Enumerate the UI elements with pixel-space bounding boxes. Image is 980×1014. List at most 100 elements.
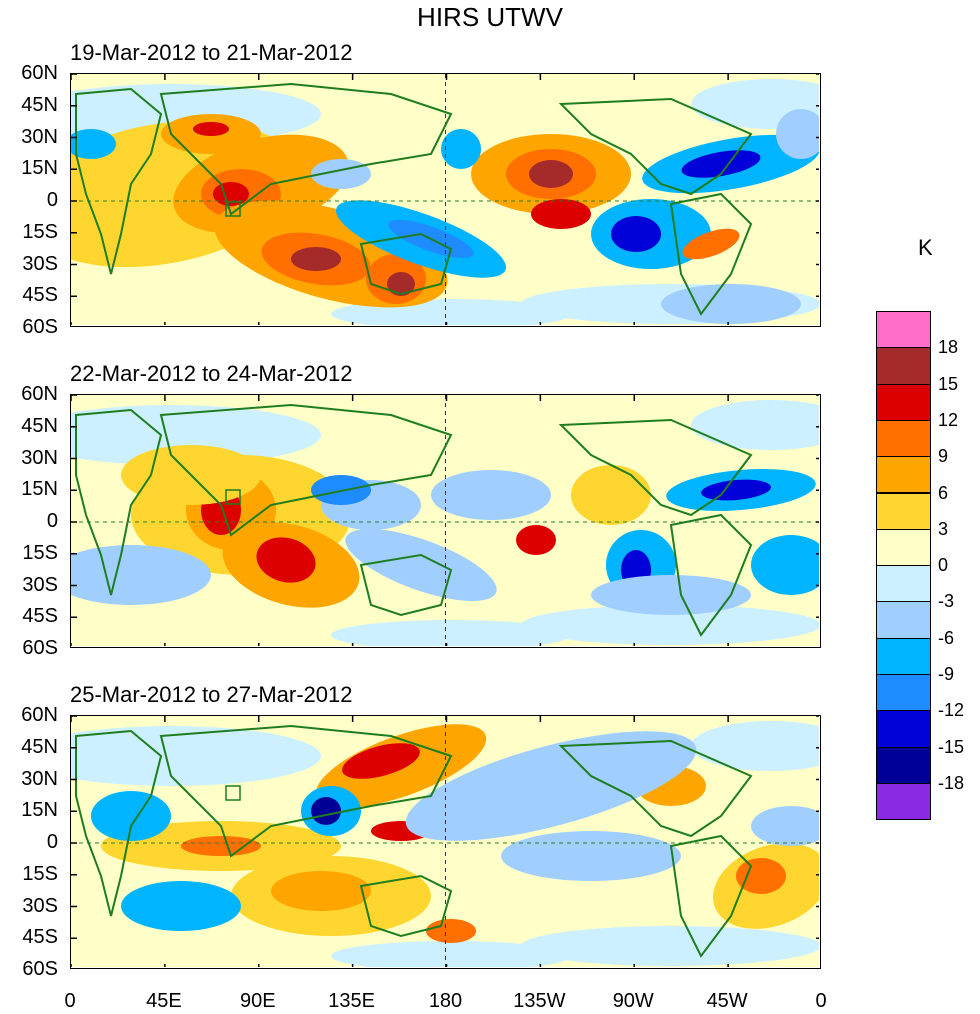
anomaly-contour xyxy=(571,465,651,525)
lat-label: 30N xyxy=(21,125,58,148)
anomaly-contour xyxy=(776,109,819,159)
coastline xyxy=(669,513,753,637)
anomaly-contour xyxy=(121,881,241,931)
anomaly-contour xyxy=(701,479,771,501)
lat-label: 45N xyxy=(21,414,58,437)
anomaly-contour xyxy=(736,858,786,894)
anomaly-contour xyxy=(311,797,341,825)
lon-label: 180 xyxy=(428,990,463,1012)
anomaly-contour xyxy=(431,470,551,520)
colorbar-level-label: 9 xyxy=(938,446,949,467)
colorbar-swatch xyxy=(876,710,931,748)
anomaly-contour xyxy=(426,919,476,943)
lat-label: 0 xyxy=(46,831,58,853)
anomaly-contour xyxy=(661,284,801,324)
anomaly-contour xyxy=(256,537,316,583)
map-panel-2 xyxy=(70,394,821,648)
lat-label: 30S xyxy=(22,894,58,917)
colorbar-level-label: 15 xyxy=(938,373,959,394)
anomaly-contour xyxy=(345,528,497,602)
colorbar-swatch xyxy=(876,637,931,675)
coastline xyxy=(75,408,163,596)
coastline xyxy=(159,724,453,858)
colorbar-swatch xyxy=(876,419,931,458)
colorbar-level-label: 12 xyxy=(938,409,959,430)
lat-label: 45S xyxy=(22,605,58,628)
anomaly-contour xyxy=(91,791,171,841)
anomaly-contour xyxy=(751,806,819,846)
lon-label: 135E xyxy=(328,990,375,1012)
region-box xyxy=(225,489,241,505)
colorbar-swatch xyxy=(876,347,931,385)
anomaly-contour xyxy=(71,129,116,159)
anomaly-contour xyxy=(682,228,740,260)
figure-title: HIRS UTWV xyxy=(417,2,563,32)
lon-label: 0 xyxy=(815,990,827,1012)
lat-label: 45S xyxy=(22,926,58,949)
colorbar-level-label: -18 xyxy=(938,772,965,793)
lat-label: 60N xyxy=(21,62,58,84)
anomaly-contour xyxy=(611,216,661,252)
panel-2-period: 22-Mar-2012 to 24-Mar-2012 xyxy=(70,361,353,386)
colorbar-swatch xyxy=(876,674,931,712)
lat-label: 45N xyxy=(21,93,58,116)
coastline xyxy=(669,192,753,316)
lat-label: 30N xyxy=(21,767,58,790)
colorbar-swatch xyxy=(876,456,931,494)
colorbar-level-label: -3 xyxy=(938,591,955,612)
colorbar-level-label: -6 xyxy=(938,627,955,648)
anomaly-contour xyxy=(405,731,697,841)
lat-label: 0 xyxy=(46,189,58,211)
coastline xyxy=(75,729,163,917)
lat-label: 45N xyxy=(21,735,58,758)
lat-label: 15S xyxy=(22,541,58,564)
anomaly-contour xyxy=(531,199,591,229)
anomaly-contour xyxy=(591,575,751,615)
anomaly-contour xyxy=(291,247,341,271)
anomaly-contour xyxy=(681,150,761,178)
coastline xyxy=(359,874,453,938)
anomaly-contour xyxy=(501,831,681,881)
coastline xyxy=(75,87,163,275)
map-panel-3 xyxy=(70,715,821,969)
lat-label: 15N xyxy=(21,799,58,822)
colorbar-swatch xyxy=(876,746,931,784)
colorbar-level-label: 0 xyxy=(938,555,949,576)
region-box xyxy=(225,201,241,217)
coastline xyxy=(558,418,753,517)
region-box xyxy=(225,785,241,801)
colorbar-swatch xyxy=(876,565,931,603)
colorbar-level-label: 18 xyxy=(938,337,959,358)
colorbar-swatch xyxy=(876,528,931,567)
contour-map xyxy=(71,716,819,967)
coastline xyxy=(159,82,453,216)
colorbar-unit: K xyxy=(918,235,933,260)
anomaly-contour xyxy=(193,122,229,136)
anomaly-contour xyxy=(71,545,211,605)
lat-label: 60N xyxy=(21,383,58,405)
lat-label: 15S xyxy=(22,220,58,243)
coastline xyxy=(558,97,753,196)
anomaly-contour xyxy=(751,535,819,595)
panel-1-period: 19-Mar-2012 to 21-Mar-2012 xyxy=(70,40,353,65)
colorbar-swatch xyxy=(876,601,931,639)
lat-label: 60N xyxy=(21,704,58,726)
lat-label: 60S xyxy=(22,637,58,659)
anomaly-contour xyxy=(516,525,556,555)
lat-label: 60S xyxy=(22,958,58,980)
colorbar-level-label: -9 xyxy=(938,664,955,684)
anomaly-contour xyxy=(181,836,261,856)
lat-label: 60S xyxy=(22,316,58,338)
colorbar-level-label: 6 xyxy=(938,482,949,503)
anomaly-contour xyxy=(271,871,371,911)
contour-map xyxy=(71,395,819,646)
lat-label: 30S xyxy=(22,252,58,275)
lat-label: 15S xyxy=(22,862,58,885)
anomaly-contour xyxy=(441,129,481,169)
lon-label: 0 xyxy=(64,990,76,1012)
lon-label: 135W xyxy=(513,990,566,1012)
lon-label: 45W xyxy=(706,990,748,1012)
anomaly-contour xyxy=(342,743,420,779)
colorbar-level-label: -15 xyxy=(938,736,965,757)
contour-map xyxy=(71,74,819,325)
